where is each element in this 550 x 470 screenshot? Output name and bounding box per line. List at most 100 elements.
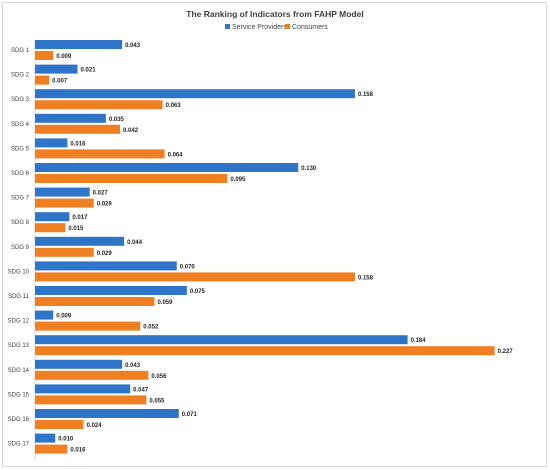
category-sdg-8: SDG 8 0.017 0.015 [11,212,88,233]
bar-consumers [35,297,155,306]
bar-consumers [35,149,165,159]
bar-service-providers [35,409,179,418]
category-sdg-10: SDG 10 0.070 0.158 [8,261,374,282]
legend: Service Providers Consumers [225,24,328,31]
category-label: SDG 4 [11,122,30,128]
bar-consumers [35,124,121,134]
bar-consumers [35,346,495,356]
category-label: SDG 17 [8,442,30,448]
data-label-service-providers: 0.010 [58,437,74,443]
bar-consumers [35,198,94,208]
category-label: SDG 2 [11,73,30,79]
category-sdg-9: SDG 9 0.044 0.029 [11,236,143,257]
category-sdg-14: SDG 14 0.043 0.056 [8,359,167,380]
category-label: SDG 12 [8,319,30,325]
bar-consumers [35,395,147,405]
data-label-consumers: 0.009 [56,54,72,60]
data-label-consumers: 0.024 [87,423,103,429]
category-label: SDG 1 [11,48,30,54]
data-label-consumers: 0.056 [151,374,167,380]
bar-consumers [35,223,66,233]
data-label-service-providers: 0.070 [180,264,196,270]
data-label-consumers: 0.015 [68,226,84,232]
category-sdg-2: SDG 2 0.021 0.007 [11,64,97,85]
data-label-consumers: 0.029 [97,251,113,257]
category-label: SDG 3 [11,97,30,103]
data-label-service-providers: 0.130 [301,166,317,172]
category-label: SDG 7 [11,196,30,202]
data-label-consumers: 0.052 [143,325,159,331]
bar-service-providers [35,286,187,295]
category-label: SDG 8 [11,220,30,226]
category-label: SDG 5 [11,146,30,152]
category-label: SDG 11 [8,294,30,300]
category-sdg-7: SDG 7 0.027 0.029 [11,187,113,208]
plot-area: SDG 1 0.043 0.009 SDG 2 0.021 0.007 SDG 3 0.158… [8,40,513,454]
bar-consumers [35,174,228,183]
bar-consumers [35,420,84,429]
bar-service-providers [35,187,90,197]
legend-label-consumers: Consumers [292,24,328,31]
bar-service-providers [35,212,70,222]
category-label: SDG 15 [8,392,30,398]
data-label-service-providers: 0.043 [125,363,141,369]
category-label: SDG 14 [8,368,30,374]
data-label-service-providers: 0.071 [182,412,198,418]
data-label-service-providers: 0.184 [411,338,427,344]
data-label-service-providers: 0.009 [56,314,72,320]
data-label-consumers: 0.042 [123,128,139,134]
data-label-service-providers: 0.075 [190,289,206,295]
bar-service-providers [35,261,177,271]
data-label-service-providers: 0.027 [93,191,109,197]
data-label-service-providers: 0.017 [72,215,88,221]
bar-consumers [35,272,355,282]
category-sdg-16: SDG 16 0.071 0.024 [8,409,198,429]
bar-consumers [35,51,54,60]
data-label-consumers: 0.063 [166,103,182,109]
data-label-service-providers: 0.035 [109,117,125,123]
category-label: SDG 16 [8,417,30,423]
data-label-consumers: 0.158 [358,275,374,281]
category-sdg-6: SDG 6 0.130 0.095 [11,163,317,183]
bar-service-providers [35,138,68,148]
data-label-consumers: 0.007 [52,79,68,85]
data-label-consumers: 0.016 [70,448,86,454]
category-label: SDG 6 [11,171,30,177]
category-sdg-4: SDG 4 0.035 0.042 [11,113,139,134]
bar-service-providers [35,163,299,172]
data-label-consumers: 0.095 [230,177,246,183]
bar-service-providers [35,64,78,74]
data-label-consumers: 0.064 [168,152,184,158]
bar-service-providers [35,335,408,345]
category-sdg-17: SDG 17 0.010 0.016 [8,433,86,454]
data-label-consumers: 0.055 [149,398,165,404]
legend-label-service-providers: Service Providers [232,24,287,31]
category-sdg-13: SDG 13 0.184 0.227 [8,335,513,356]
data-label-consumers: 0.029 [97,202,113,208]
data-label-consumers: 0.059 [157,300,173,306]
data-label-service-providers: 0.043 [125,43,141,49]
category-label: SDG 9 [11,245,30,251]
legend-swatch-consumers [285,24,290,29]
bar-consumers [35,444,68,454]
chart-title: The Ranking of Indicators from FAHP Mode… [186,9,363,19]
bar-service-providers [35,89,355,99]
data-label-service-providers: 0.044 [127,240,143,246]
category-sdg-3: SDG 3 0.158 0.063 [11,89,374,110]
bar-consumers [35,100,163,110]
bar-consumers [35,321,141,331]
data-label-service-providers: 0.021 [81,68,97,74]
category-label: SDG 10 [8,269,30,275]
data-label-service-providers: 0.047 [133,387,149,393]
bar-service-providers [35,433,56,443]
bar-service-providers [35,359,123,369]
bar-consumers [35,370,149,380]
bar-service-providers [35,384,131,394]
category-sdg-1: SDG 1 0.043 0.009 [11,40,141,60]
category-sdg-5: SDG 5 0.016 0.064 [11,138,184,159]
category-label: SDG 13 [8,343,30,349]
data-label-service-providers: 0.158 [358,92,374,98]
